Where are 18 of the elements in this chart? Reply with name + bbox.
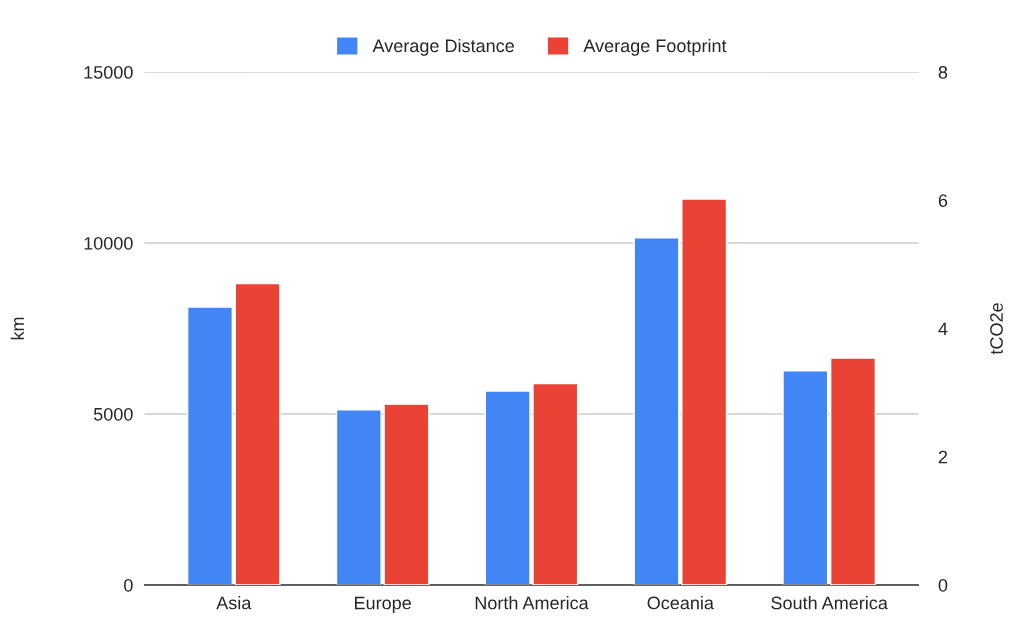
x-tick-label: South America xyxy=(771,596,888,610)
x-tick-label: Oceania xyxy=(647,596,714,610)
y-tick-label: 5000 xyxy=(93,407,133,421)
x-tick-label: Asia xyxy=(216,596,252,610)
y-axis-title: km xyxy=(10,317,24,340)
y2-axis-title: tCO2e xyxy=(990,303,1003,355)
x-tick-label: North America xyxy=(475,596,589,610)
y-tick-label: 0 xyxy=(124,578,133,592)
legend-label: Average Distance xyxy=(372,38,514,56)
y2-tick-label: 2 xyxy=(938,450,948,464)
y-tick-label: 15000 xyxy=(84,65,133,79)
y2-tick-label: 0 xyxy=(938,578,948,592)
y2-tick-label: 6 xyxy=(938,194,948,207)
y-tick-label: 10000 xyxy=(84,236,133,250)
x-tick-label: Europe xyxy=(355,596,411,613)
y2-tick-label: 4 xyxy=(938,322,948,336)
legend-label: Average Footprint xyxy=(583,38,727,56)
y2-tick-label: 8 xyxy=(938,65,948,79)
